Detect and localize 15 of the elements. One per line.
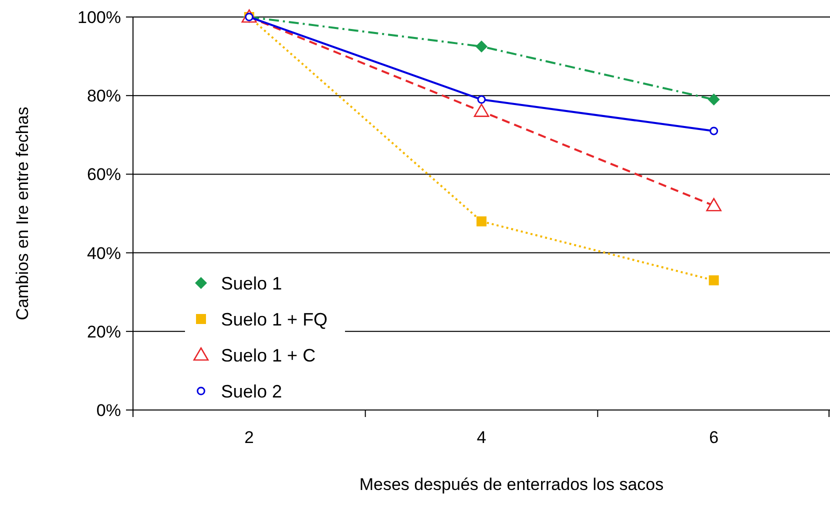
y-tick-label: 60%: [86, 165, 121, 184]
y-tick-label: 40%: [86, 244, 121, 263]
y-tick-label: 20%: [86, 322, 121, 342]
legend-label: Suelo 1 + C: [221, 345, 316, 366]
legend-label: Suelo 1: [221, 273, 282, 294]
x-tick-label: 2: [244, 428, 254, 447]
y-axis-title: Cambios en Ire entre fechas: [13, 106, 32, 320]
x-tick-label: 4: [476, 428, 486, 447]
x-tick-label: 6: [709, 428, 719, 447]
x-axis-title: Meses después de enterrados los sacos: [359, 475, 664, 494]
y-tick-label: 80%: [86, 86, 121, 106]
y-tick-label: 0%: [96, 400, 121, 420]
y-tick-label: 100%: [78, 8, 121, 27]
legend-label: Suelo 1 + FQ: [221, 309, 328, 330]
legend-label: Suelo 2: [221, 381, 282, 402]
